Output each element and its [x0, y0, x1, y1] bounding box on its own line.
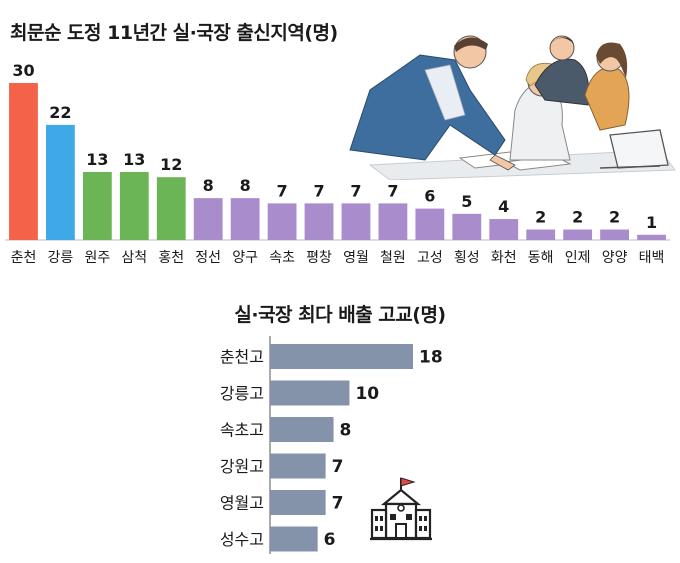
origin-bar	[82, 171, 112, 240]
origin-value-label: 2	[609, 208, 620, 227]
school-bar	[270, 526, 318, 552]
school-value-label: 7	[332, 457, 344, 477]
origin-bar	[563, 229, 593, 240]
school-value-label: 7	[332, 494, 344, 514]
origin-category-label: 강릉	[48, 250, 74, 266]
school-bar	[270, 344, 413, 369]
school-category-label: 강원고	[220, 457, 264, 476]
school-category-label: 성수고	[220, 530, 264, 549]
origin-value-label: 5	[461, 192, 472, 211]
origin-category-label: 태백	[639, 250, 665, 266]
origin-category-label: 양양	[602, 250, 628, 266]
origin-bar	[304, 203, 334, 240]
origin-category-label: 평창	[306, 250, 332, 266]
school-value-label: 8	[340, 421, 352, 441]
origin-value-label: 6	[424, 187, 435, 206]
origin-value-label: 8	[203, 176, 214, 195]
origin-category-label: 삼척	[121, 250, 147, 266]
origin-chart-panel: 최문순 도정 11년간 실·국장 출신지역(명) 30 22 13 13 12 8 8 7 7 7…	[5, 22, 676, 266]
origin-category-label: 원주	[84, 250, 110, 266]
origin-value-label: 12	[160, 155, 182, 174]
origin-value-label: 13	[86, 150, 108, 169]
school-category-label: 속초고	[220, 421, 264, 440]
school-category-label: 강릉고	[220, 384, 264, 403]
origin-chart-title: 최문순 도정 11년간 실·국장 출신지역(명)	[10, 22, 338, 44]
school-value-label: 6	[324, 530, 336, 550]
origin-bar	[119, 171, 149, 240]
origin-category-label: 양구	[232, 250, 258, 266]
origin-category-label: 철원	[380, 250, 406, 266]
origin-value-label: 7	[387, 181, 398, 200]
origin-bar	[193, 198, 223, 240]
origin-category-label: 고성	[417, 250, 443, 266]
origin-value-label: 1	[646, 213, 657, 232]
origin-value-label: 7	[313, 181, 324, 200]
school-value-label: 18	[419, 348, 443, 368]
school-category-label: 춘천고	[220, 348, 264, 367]
origin-bar	[230, 198, 260, 240]
origin-category-label: 춘천	[11, 250, 37, 266]
origin-bar	[341, 203, 371, 240]
origin-bar	[489, 219, 519, 240]
origin-bar	[600, 229, 629, 240]
origin-category-label: 화천	[491, 250, 517, 266]
origin-bar	[526, 229, 556, 240]
origin-category-label: 홍천	[158, 250, 184, 266]
origin-value-label: 7	[277, 181, 288, 200]
school-building-icon	[370, 477, 432, 541]
school-category-label: 영월고	[220, 494, 264, 513]
origin-category-label: 영월	[343, 250, 369, 266]
business-meeting-illustration	[349, 35, 676, 180]
origin-bar	[9, 83, 38, 240]
origin-value-label: 30	[12, 61, 34, 80]
origin-category-label: 횡성	[454, 250, 480, 266]
origin-bar	[452, 213, 482, 240]
origin-category-label: 동해	[528, 250, 554, 266]
school-value-label: 10	[355, 384, 379, 404]
origin-category-label: 속초	[269, 250, 295, 266]
origin-value-label: 4	[498, 197, 509, 216]
origin-value-label: 2	[535, 208, 546, 227]
origin-bar	[378, 203, 408, 240]
school-chart-title: 실·국장 최다 배출 고교(명)	[234, 304, 446, 326]
origin-value-label: 13	[123, 150, 145, 169]
origin-category-label: 정선	[195, 250, 221, 266]
school-bar	[270, 380, 350, 406]
origin-bar	[156, 177, 186, 240]
school-bar	[270, 490, 326, 515]
origin-value-label: 2	[572, 208, 583, 227]
origin-value-label: 7	[350, 181, 361, 200]
school-bar	[270, 417, 334, 442]
origin-bar	[267, 203, 297, 240]
origin-bar	[415, 208, 445, 240]
origin-value-label: 8	[240, 176, 251, 195]
origin-bar	[46, 124, 75, 240]
origin-value-label: 22	[49, 103, 71, 122]
origin-category-label: 인제	[565, 250, 591, 266]
origin-bar	[637, 234, 666, 240]
school-bar	[270, 453, 326, 479]
